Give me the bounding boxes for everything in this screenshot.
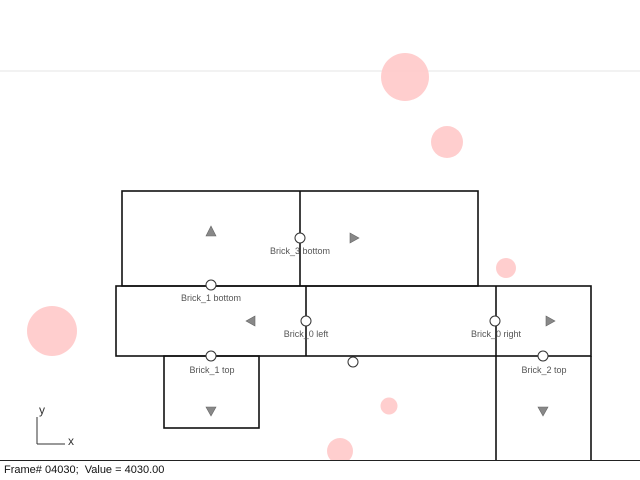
ball <box>327 438 353 464</box>
ball <box>380 397 398 415</box>
joint-label-brick1-bottom: Brick_1 bottom <box>181 293 241 303</box>
ball <box>381 53 429 101</box>
ball <box>431 126 463 158</box>
arrow-up-icon <box>205 225 217 237</box>
arrow-right-icon <box>545 315 556 327</box>
joint-label-brick0-right: Brick_0 right <box>471 329 522 339</box>
arrow-down-icon <box>537 406 549 417</box>
ball <box>496 258 516 278</box>
status-bar: Frame# 04030; Value = 4030.00 <box>0 460 640 480</box>
joint-brick1-top[interactable] <box>205 350 217 362</box>
axis-indicator: y x <box>36 403 74 448</box>
joint-brick2-top[interactable] <box>537 350 549 362</box>
joint-label-brick3-bottom: Brick_3 bottom <box>270 246 330 256</box>
arrow-right-icon <box>349 232 360 244</box>
ball <box>27 306 77 356</box>
axis-y-label: y <box>39 403 45 417</box>
axis-x-label: x <box>68 434 74 448</box>
frame-number: 04030 <box>44 464 76 476</box>
value-readout: 4030.00 <box>124 464 165 476</box>
joint-label-brick1-top: Brick_1 top <box>189 365 234 375</box>
joint-free[interactable] <box>347 356 359 368</box>
frame-label: Frame# <box>4 464 45 476</box>
joint-label-brick0-left: Brick_0 left <box>284 329 329 339</box>
joint-brick3-bottom[interactable] <box>294 232 306 244</box>
value-label: Value = <box>84 464 125 476</box>
joint-brick1-bottom[interactable] <box>205 279 217 291</box>
arrow-down-icon <box>205 406 217 417</box>
arrow-left-icon <box>245 315 256 327</box>
joint-label-brick2-top: Brick_2 top <box>521 365 566 375</box>
status-separator: ; <box>75 464 85 476</box>
joint-brick0-left[interactable] <box>300 315 312 327</box>
joint-brick0-right[interactable] <box>489 315 501 327</box>
brick-0[interactable] <box>115 285 592 357</box>
